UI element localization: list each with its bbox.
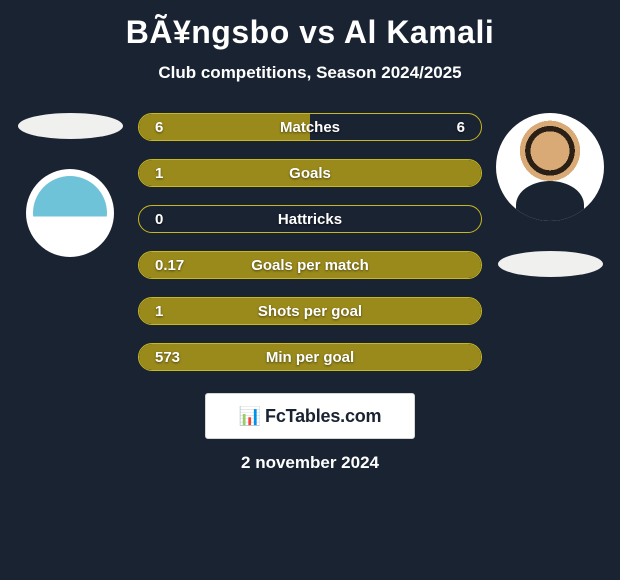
stat-bars: 6Matches6 1Goals 0Hattricks 0.17Goals per m… xyxy=(130,113,490,371)
comparison-body: 6Matches6 1Goals 0Hattricks 0.17Goals per m… xyxy=(0,113,620,371)
stat-bar: 1Shots per goal xyxy=(138,297,482,325)
player-left-club-badge xyxy=(26,169,114,257)
subtitle: Club competitions, Season 2024/2025 xyxy=(158,63,461,83)
stat-bar: 1Goals xyxy=(138,159,482,187)
player-left-avatar-placeholder xyxy=(18,113,123,139)
stat-label: Goals xyxy=(139,160,481,186)
stat-bar: 0Hattricks xyxy=(138,205,482,233)
stat-bar: 573Min per goal xyxy=(138,343,482,371)
club-badge-icon xyxy=(33,176,107,250)
stat-right-value: 6 xyxy=(457,114,465,140)
page-title: BÃ¥ngsbo vs Al Kamali xyxy=(126,14,495,51)
comparison-card: BÃ¥ngsbo vs Al Kamali Club competitions,… xyxy=(0,0,620,580)
player-right-column xyxy=(490,113,610,277)
player-right-avatar xyxy=(496,113,604,221)
stat-bar: 6Matches6 xyxy=(138,113,482,141)
stat-label: Goals per match xyxy=(139,252,481,278)
stat-label: Min per goal xyxy=(139,344,481,370)
brand-badge[interactable]: 📊 FcTables.com xyxy=(205,393,415,439)
brand-text: FcTables.com xyxy=(265,406,381,427)
player-left-column xyxy=(10,113,130,257)
player-right-club-placeholder xyxy=(498,251,603,277)
stat-label: Shots per goal xyxy=(139,298,481,324)
stat-bar: 0.17Goals per match xyxy=(138,251,482,279)
brand-icon: 📊 xyxy=(239,406,261,427)
date-label: 2 november 2024 xyxy=(241,453,379,473)
stat-label: Hattricks xyxy=(139,206,481,232)
stat-label: Matches xyxy=(139,114,481,140)
